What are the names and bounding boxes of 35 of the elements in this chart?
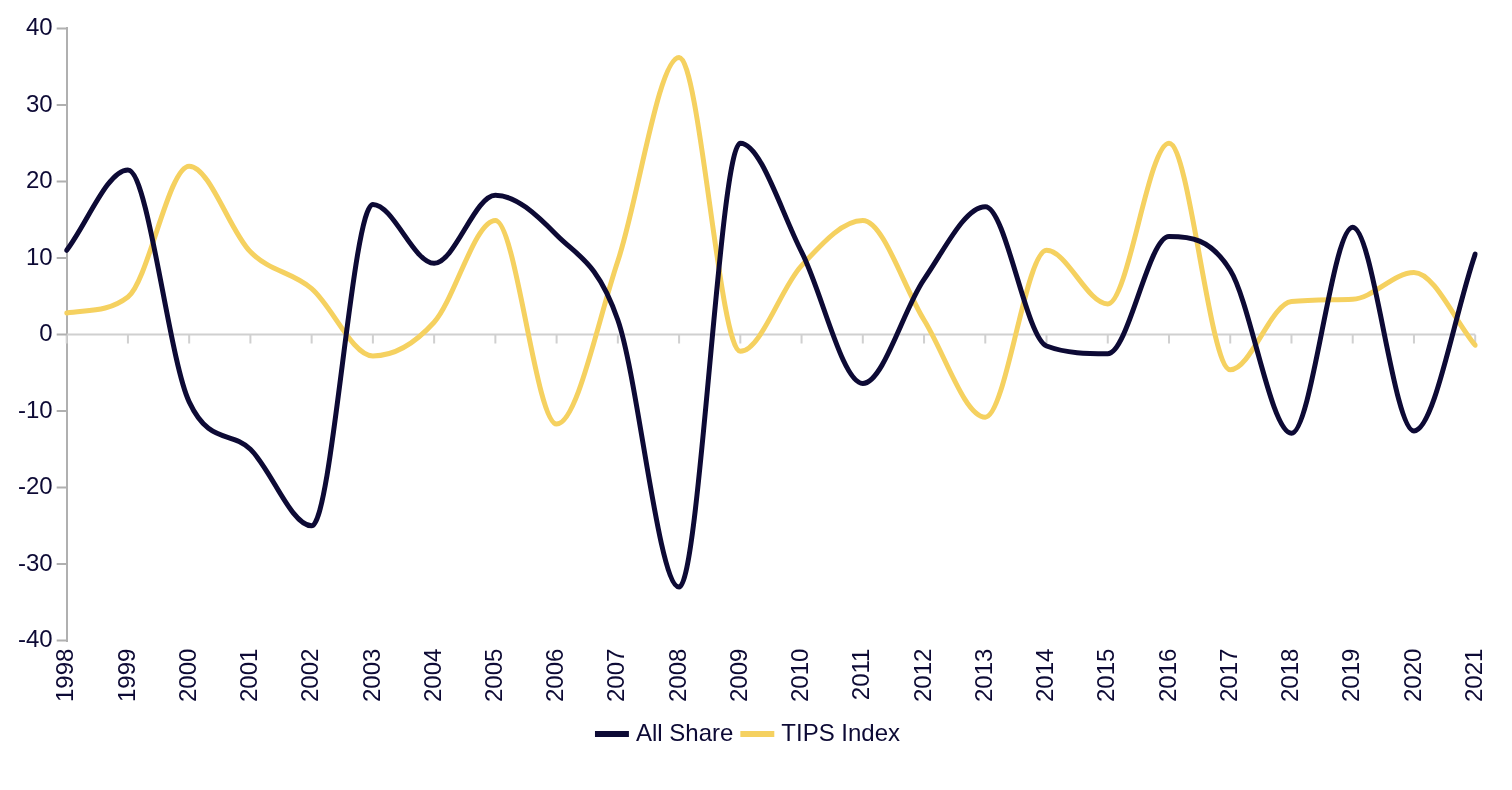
x-tick-label: 1998 [51,648,79,702]
x-tick-label: 2004 [418,648,446,702]
x-tick-label: 2009 [724,648,752,702]
y-tick-label: 0 [39,319,53,347]
x-tick-label: 1999 [112,648,140,702]
x-tick-label: 2019 [1337,648,1365,702]
y-tick-label: -40 [18,625,53,653]
y-tick-label: -20 [18,472,53,500]
x-tick-label: 2021 [1459,648,1487,702]
x-tick-label: 2003 [357,648,385,702]
x-tick-label: 2002 [296,648,324,702]
x-tick-label: 2010 [786,648,814,702]
x-tick-label: 2015 [1092,648,1120,702]
y-tick-label: 40 [25,13,53,41]
x-tick-label: 2001 [235,648,263,702]
x-tick-label: 2017 [1214,648,1242,702]
x-tick-label: 2006 [541,648,569,702]
x-tick-label: 2000 [173,648,201,702]
y-tick-label: -30 [18,548,53,576]
legend-label: All Share [635,718,734,746]
y-tick-label: 20 [25,166,53,194]
x-tick-label: 2011 [847,648,875,701]
y-tick-label: 30 [25,89,53,117]
x-tick-label: 2008 [663,648,691,702]
legend-label: TIPS Index [781,718,901,746]
x-tick-label: 2005 [479,648,507,702]
y-tick-label: 10 [25,242,53,270]
x-tick-label: 2014 [1031,648,1059,702]
x-tick-label: 2020 [1398,648,1426,702]
x-tick-label: 2018 [1276,648,1304,702]
x-tick-label: 2012 [908,648,936,702]
x-tick-label: 2013 [969,648,997,702]
x-tick-label: 2007 [602,648,630,702]
y-tick-label: -10 [18,395,53,423]
x-tick-label: 2016 [1153,648,1181,702]
